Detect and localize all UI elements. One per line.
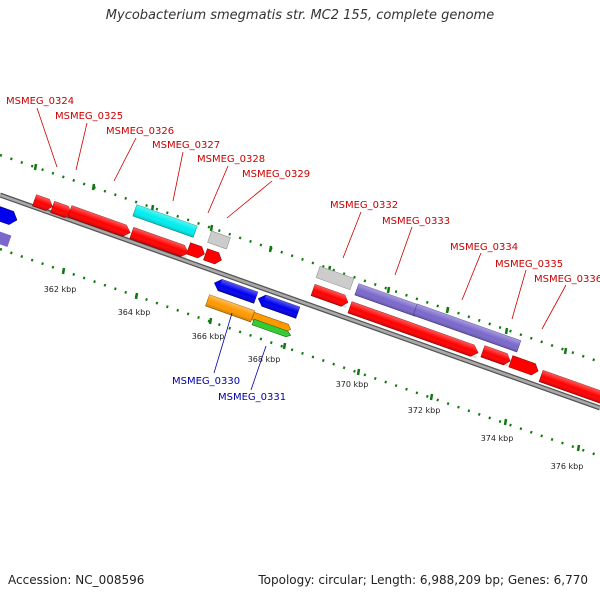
gene-red-under-0327[interactable] [129,227,191,259]
gene-blue-left-fragment[interactable] [0,200,19,227]
genome-summary-text: Topology: circular; Length: 6,988,209 bp… [258,573,588,587]
scale-label-364-kbp: 364 kbp [118,308,151,317]
lower-major-tick [429,393,434,401]
gene-msmeg-0331-blue[interactable] [256,293,301,319]
gene-red-run-b[interactable] [508,355,540,377]
gene-label-msmeg-0334: MSMEG_0334 [450,242,518,253]
lower-major-tick [134,292,139,300]
upper-major-ticks [33,163,568,355]
gene-labels-bottom: MSMEG_0330 MSMEG_0331 [172,376,286,403]
gene-msmeg-0325[interactable] [50,201,74,220]
gene-msmeg-0332[interactable] [315,266,355,290]
gene-red-small-b[interactable] [203,248,223,266]
lower-major-tick [503,418,508,426]
upper-major-tick [563,347,568,355]
gene-red-run-a[interactable] [347,301,481,359]
scale-label-374-kbp: 374 kbp [481,434,514,443]
gene-red-under-0332[interactable] [310,284,350,308]
gene-label-msmeg-0332: MSMEG_0332 [330,200,398,211]
genes [0,194,600,406]
upper-major-tick [209,224,214,232]
lower-major-tick [356,368,361,376]
lower-major-tick [61,267,66,275]
accession-text: Accession: NC_008596 [8,573,145,587]
gene-msmeg-0326[interactable] [67,205,133,239]
upper-major-tick [91,183,96,191]
upper-major-tick [504,327,509,335]
gene-label-msmeg-0335: MSMEG_0335 [495,259,563,270]
upper-major-tick [386,286,391,294]
scale-label-368-kbp: 368 kbp [248,355,281,364]
lower-major-ticks [61,267,581,452]
scale-labels: 362 kbp 364 kbp 366 kbp 368 kbp 370 kbp 372 k… [44,285,584,471]
lower-major-tick [282,342,287,350]
gene-label-msmeg-0327: MSMEG_0327 [152,140,220,151]
gene-orange-arrow[interactable] [251,311,292,333]
gene-green[interactable] [251,318,292,338]
gene-label-msmeg-0325: MSMEG_0325 [55,111,123,122]
gene-label-msmeg-0336: MSMEG_0336 [534,274,600,285]
upper-major-tick [268,245,273,253]
gene-label-msmeg-0333: MSMEG_0333 [382,216,450,227]
gene-label-msmeg-0331: MSMEG_0331 [218,392,286,403]
upper-major-tick [33,163,38,171]
gene-msmeg-0336[interactable] [538,370,600,406]
label-leader-lines [36,107,567,391]
lower-major-tick [576,444,581,452]
gene-label-msmeg-0326: MSMEG_0326 [106,126,174,137]
scale-label-362-kbp: 362 kbp [44,285,77,294]
gene-labels-top: MSMEG_0324 MSMEG_0325 MSMEG_0326 MSMEG_0327… [6,96,600,285]
gene-purple-left-fragment[interactable] [0,225,12,247]
gene-label-msmeg-0328: MSMEG_0328 [197,154,265,165]
lower-major-tick [208,317,213,325]
gene-msmeg-0334[interactable] [412,303,522,353]
upper-major-tick [445,306,450,314]
gene-label-msmeg-0330: MSMEG_0330 [172,376,240,387]
gene-msmeg-0327[interactable] [132,204,198,238]
gene-label-msmeg-0324: MSMEG_0324 [6,96,74,107]
scale-label-372-kbp: 372 kbp [408,406,441,415]
gene-msmeg-0330-blue[interactable] [212,277,259,304]
scale-label-366-kbp: 366 kbp [192,332,225,341]
gene-label-msmeg-0329: MSMEG_0329 [242,169,310,180]
genome-title: Mycobacterium smegmatis str. MC2 155, co… [105,8,495,23]
lower-dotted-tick-row [0,247,600,458]
scale-label-376-kbp: 376 kbp [551,462,584,471]
gene-msmeg-0329[interactable] [207,230,231,250]
gene-msmeg-0324[interactable] [32,194,55,213]
scale-label-370-kbp: 370 kbp [336,380,369,389]
genome-backbone [0,192,600,411]
gene-msmeg-0335[interactable] [480,345,513,367]
gene-red-small-a[interactable] [186,242,206,260]
upper-dotted-tick-row [0,153,600,364]
